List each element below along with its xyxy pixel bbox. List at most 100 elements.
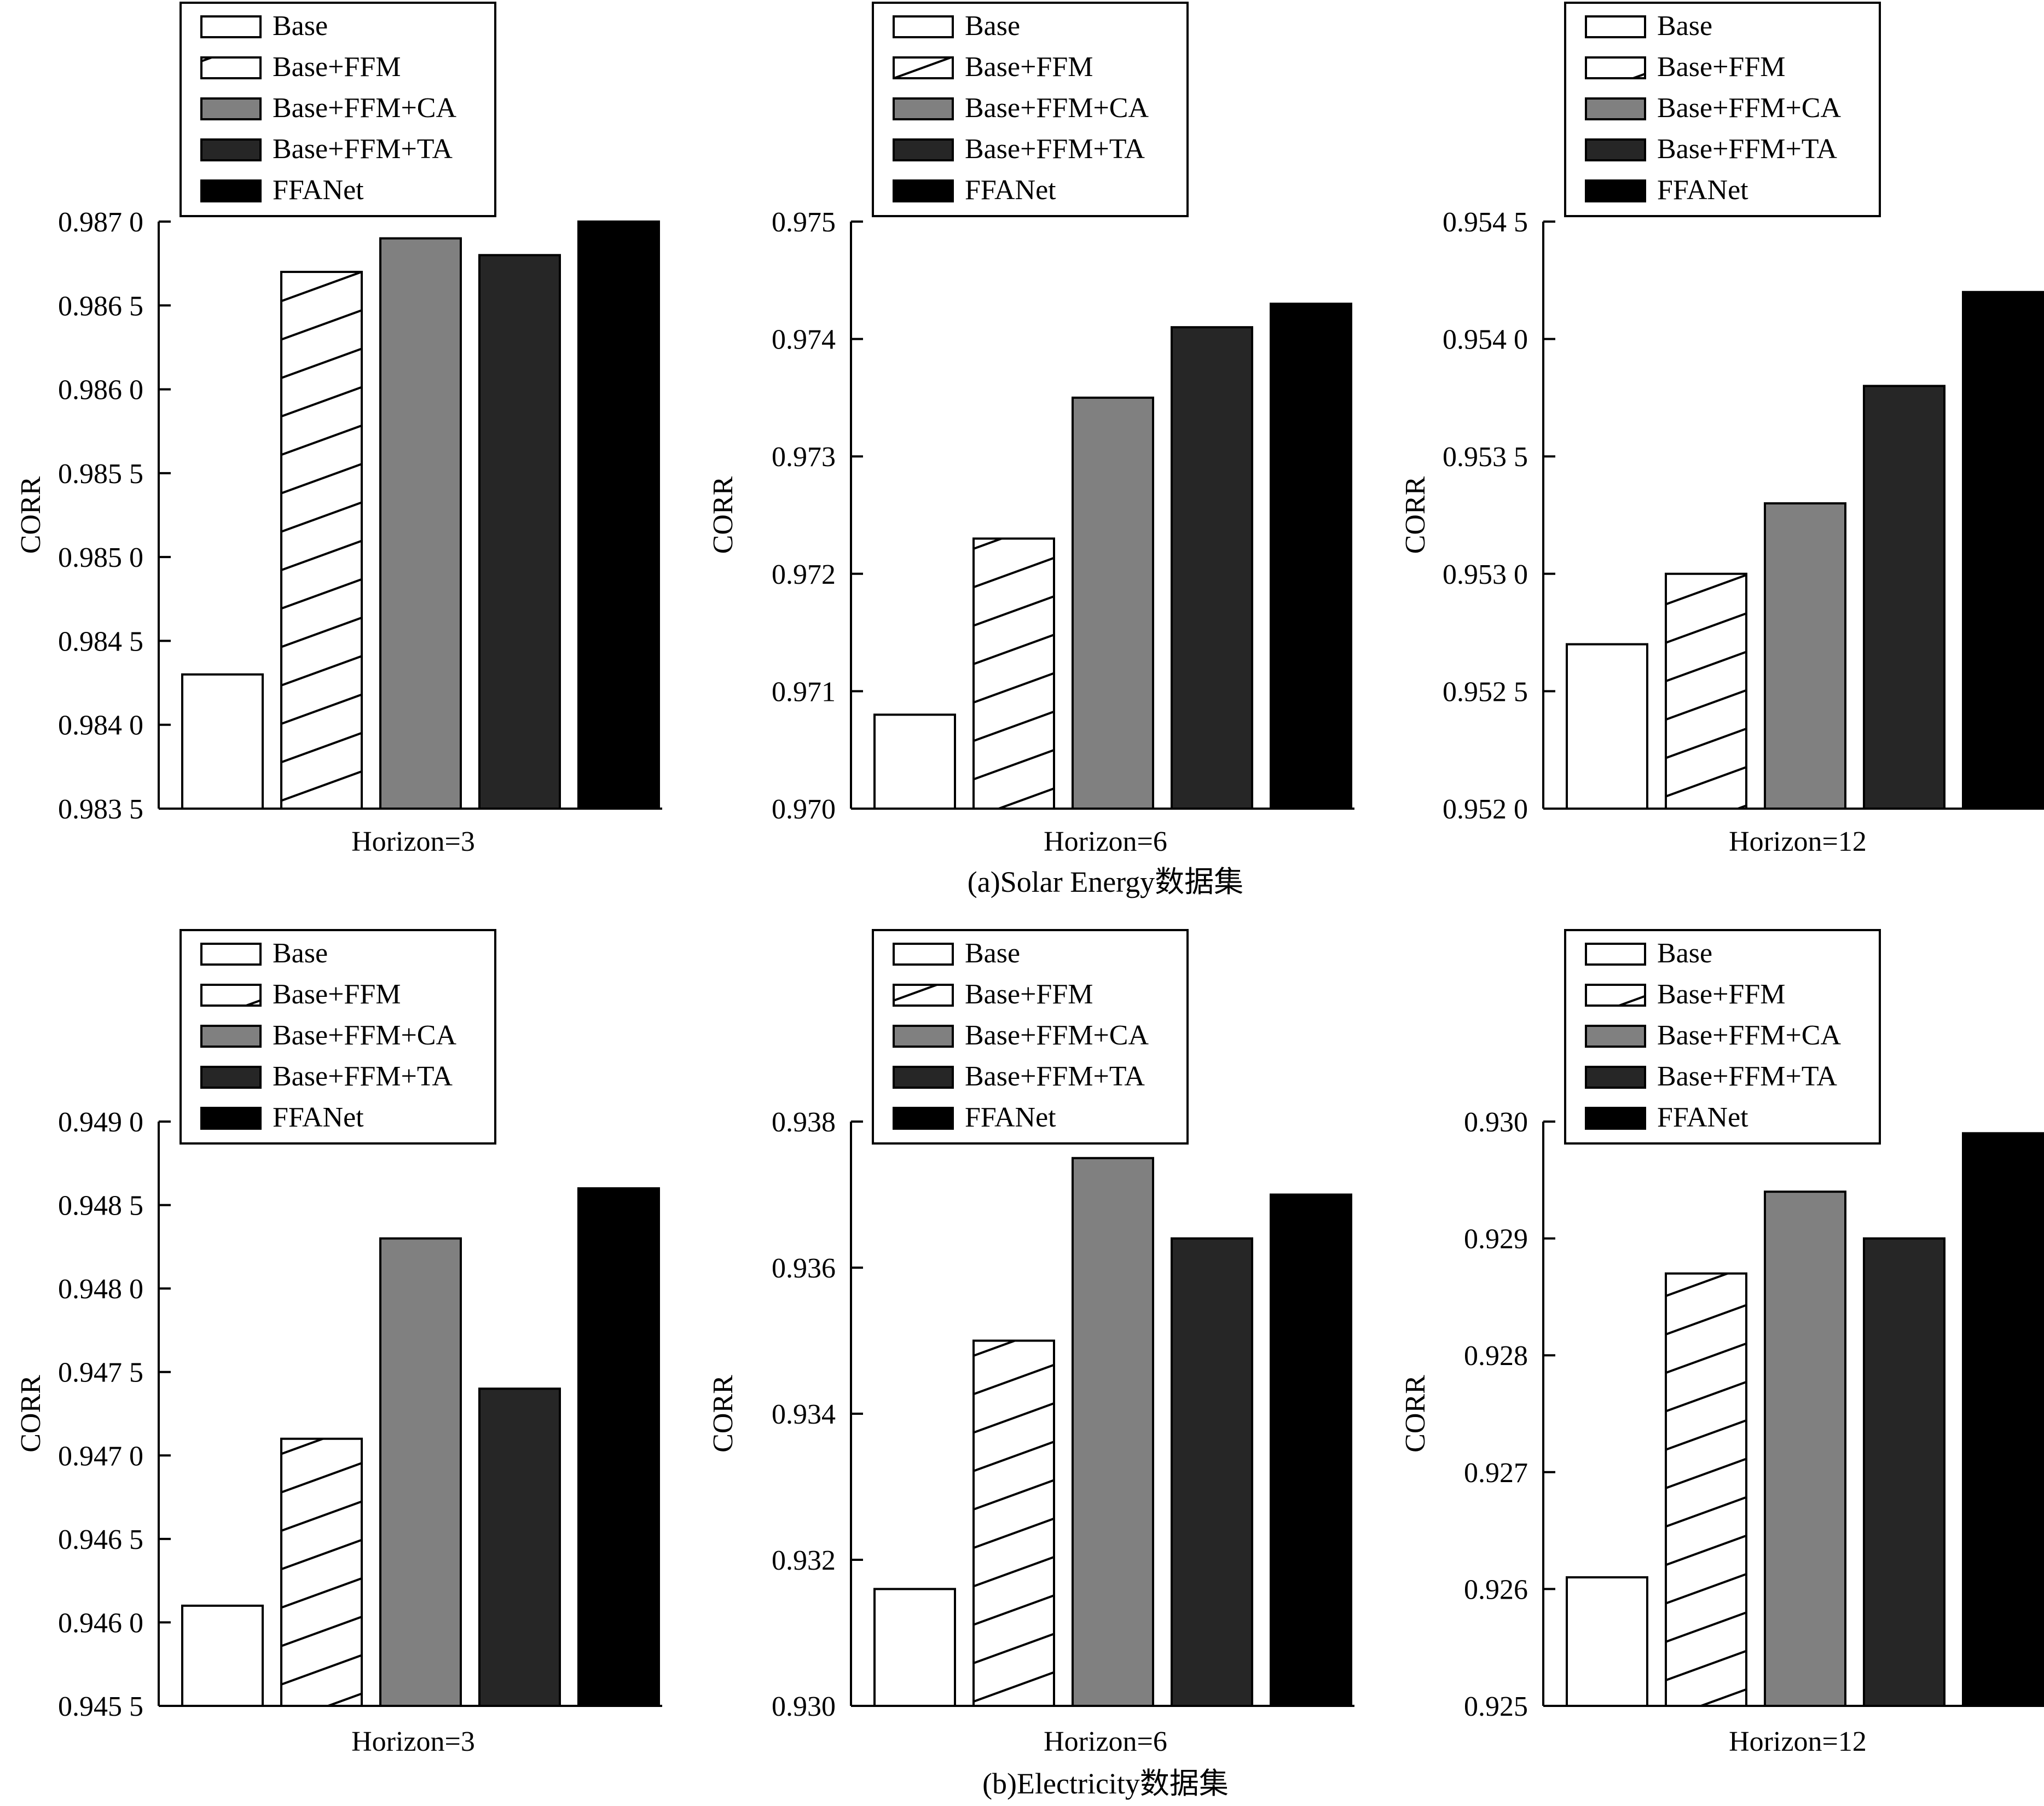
y-tick-label: 0.932: [772, 1545, 836, 1576]
y-tick-label: 0.975: [772, 207, 836, 238]
y-tick-label: 0.973: [772, 442, 836, 473]
legend-label-base: Base: [273, 10, 328, 42]
y-tick-label: 0.930: [1464, 1107, 1528, 1138]
bar-base-ffm: [972, 537, 1055, 810]
bar-ffanet: [577, 1187, 660, 1707]
chart-panel-4: 0.945 5 0.946 0 0.946 5 0.947 0 0.947 5 0.948…: [15, 929, 662, 1757]
legend-label-base-ffm-ca: Base+FFM+CA: [965, 1020, 1149, 1051]
caption-electricity: (b)Electricity数据集: [982, 1767, 1229, 1800]
legend-label-base-ffm: Base+FFM: [1657, 979, 1785, 1010]
y-tick-label: 0.938: [772, 1107, 836, 1138]
legend-swatch-base-ffm: [893, 984, 954, 1007]
y-tick-label: 0.954 0: [1443, 324, 1528, 356]
y-tick-label: 0.972: [772, 559, 836, 590]
legend: Base Base+FFM Base+FFM+CA Base+FFM+TA FFANet: [179, 929, 496, 1145]
legend-label-base-ffm-ca: Base+FFM+CA: [1657, 92, 1841, 124]
bar-base-ffm-ta: [1171, 326, 1253, 810]
bar-ffanet: [1962, 1132, 2044, 1708]
y-tick-label: 0.953 5: [1443, 442, 1528, 473]
legend-swatch-base-ffm: [200, 984, 262, 1007]
legend-swatch-base-ffm: [1585, 56, 1646, 79]
legend-swatch-ffanet: [200, 179, 262, 202]
legend-label-ffanet: FFANet: [965, 175, 1056, 206]
x-axis-label: Horizon=6: [1044, 826, 1167, 857]
y-tick-label: 0.948 0: [58, 1274, 143, 1305]
legend-label-base-ffm-ta: Base+FFM+TA: [1657, 1061, 1837, 1092]
legend: Base Base+FFM Base+FFM+CA Base+FFM+TA FFANet: [1564, 929, 1881, 1145]
legend-label-base-ffm: Base+FFM: [965, 979, 1093, 1010]
legend-swatch-ffanet: [200, 1107, 262, 1130]
legend-label-ffanet: FFANet: [273, 175, 364, 206]
legend-label-base: Base: [273, 938, 328, 969]
legend-label-base: Base: [1657, 938, 1712, 969]
legend-label-base: Base: [965, 938, 1020, 969]
y-axis-title: CORR: [15, 476, 47, 554]
y-axis-title: CORR: [708, 1375, 739, 1453]
legend-label-base: Base: [965, 10, 1020, 42]
legend: Base Base+FFM Base+FFM+CA Base+FFM+TA FFANet: [179, 2, 496, 217]
bar-ffanet: [1270, 1193, 1352, 1707]
bar-base: [1566, 1576, 1648, 1708]
y-tick-label: 0.984 0: [58, 710, 143, 741]
y-tick-label: 0.983 5: [58, 794, 143, 825]
legend-swatch-ffanet: [1585, 179, 1646, 202]
bar-base-ffm-ca: [1072, 1157, 1154, 1707]
bar-ffanet: [577, 220, 660, 810]
y-axis-title: CORR: [15, 1375, 47, 1453]
legend-swatch-base-ffm-ca: [1585, 1025, 1646, 1048]
y-tick-label: 0.945 5: [58, 1691, 143, 1722]
bar-base-ffm-ca: [379, 237, 462, 810]
y-axis-title: CORR: [708, 476, 739, 554]
legend-label-base-ffm-ca: Base+FFM+CA: [965, 92, 1149, 124]
y-tick-label: 0.948 5: [58, 1191, 143, 1222]
legend-swatch-base-ffm-ta: [200, 1066, 262, 1089]
bar-ffanet: [1962, 291, 2044, 810]
legend-label-base-ffm-ta: Base+FFM+TA: [1657, 133, 1837, 165]
legend-swatch-base-ffm-ca: [200, 97, 262, 120]
y-tick-label: 0.949 0: [58, 1107, 143, 1138]
legend-label-base-ffm-ca: Base+FFM+CA: [273, 1020, 456, 1051]
y-tick-label: 0.974: [772, 324, 836, 356]
legend-label-base-ffm: Base+FFM: [273, 979, 401, 1010]
legend-label-base-ffm: Base+FFM: [273, 51, 401, 83]
y-tick-label: 0.985 5: [58, 458, 143, 490]
y-tick-label: 0.936: [772, 1253, 836, 1284]
y-tick-label: 0.970: [772, 794, 836, 825]
legend-swatch-base-ffm-ta: [1585, 138, 1646, 161]
y-axis-title: CORR: [1400, 1375, 1431, 1453]
legend: Base Base+FFM Base+FFM+CA Base+FFM+TA FFANet: [872, 2, 1189, 217]
chart-panel-3: 0.952 0 0.952 5 0.953 0 0.953 5 0.954 0 0.954…: [1400, 2, 2044, 857]
bar-base-ffm: [1665, 572, 1747, 810]
legend-swatch-base-ffm-ta: [893, 1066, 954, 1089]
legend-label-ffanet: FFANet: [965, 1102, 1056, 1133]
y-tick-label: 0.934: [772, 1399, 836, 1430]
legend-swatch-base: [893, 943, 954, 966]
y-axis-title: CORR: [1400, 476, 1431, 554]
chart-panel-5: 0.930 0.932 0.934 0.936 0.938 CORR Horizon=6 Ba…: [708, 929, 1354, 1757]
legend-swatch-base-ffm: [200, 56, 262, 79]
legend-swatch-ffanet: [1585, 1107, 1646, 1130]
bar-base-ffm-ca: [1764, 502, 1846, 810]
bar-base-ffm-ta: [478, 254, 561, 810]
bar-base-ffm: [280, 270, 363, 810]
legend-label-base-ffm-ca: Base+FFM+CA: [273, 92, 456, 124]
caption-solar-energy: (a)Solar Energy数据集: [968, 866, 1243, 898]
y-tick-label: 0.987 0: [58, 207, 143, 238]
y-tick-label: 0.929: [1464, 1224, 1528, 1255]
bar-base: [181, 673, 264, 810]
x-axis-label: Horizon=3: [351, 826, 475, 857]
x-axis-label: Horizon=3: [351, 1726, 475, 1757]
legend-label-base-ffm-ta: Base+FFM+TA: [965, 133, 1145, 165]
bar-base: [873, 713, 956, 810]
legend-label-base-ffm-ta: Base+FFM+TA: [273, 133, 453, 165]
y-tick-label: 0.926: [1464, 1574, 1528, 1605]
legend-label-ffanet: FFANet: [1657, 1102, 1748, 1133]
legend-swatch-ffanet: [893, 1107, 954, 1130]
chart-panel-2: 0.970 0.971 0.972 0.973 0.974 0.975 CORR Horizo…: [708, 2, 1354, 857]
y-tick-label: 0.986 5: [58, 291, 143, 322]
legend: Base Base+FFM Base+FFM+CA Base+FFM+TA FFANet: [1564, 2, 1881, 217]
chart-panel-6: 0.925 0.926 0.927 0.928 0.929 0.930 CORR Horizo…: [1400, 929, 2044, 1757]
bar-base-ffm-ta: [1863, 385, 1945, 810]
legend-swatch-base: [1585, 943, 1646, 966]
